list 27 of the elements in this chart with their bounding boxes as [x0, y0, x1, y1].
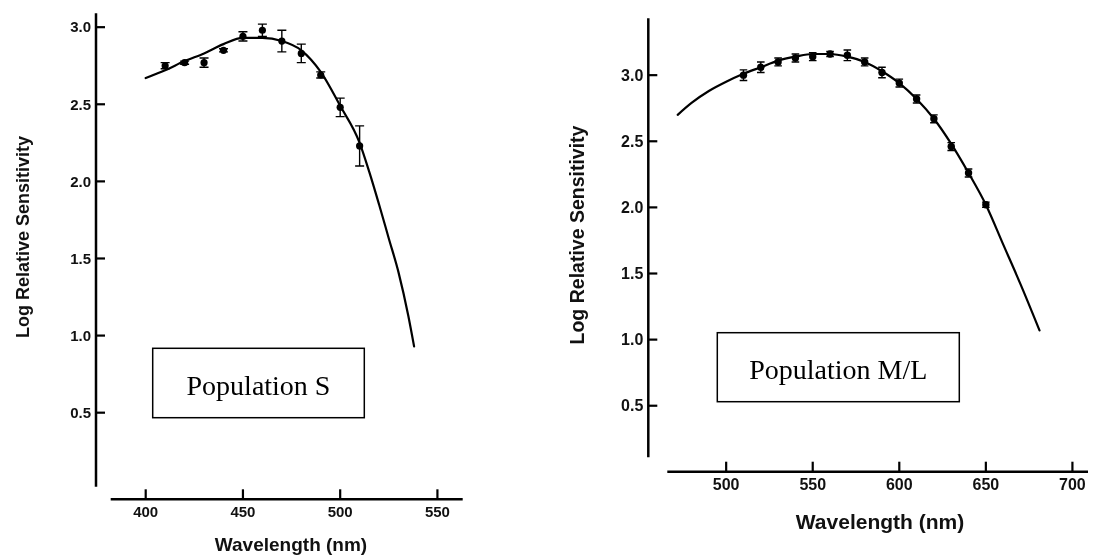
x-tick-label: 550 [424, 503, 450, 521]
annotation: Population M/L [749, 354, 928, 386]
x-axis-title: Wavelength (nm) [795, 510, 965, 533]
x-tick-label: 500 [327, 503, 353, 521]
y-tick-label: 2.5 [70, 95, 91, 113]
x-tick-label: 600 [885, 475, 913, 493]
y-tick-label: 0.5 [70, 403, 91, 421]
y-tick-label: 2.0 [70, 172, 91, 190]
y-tick-label: 1.0 [621, 331, 644, 349]
annotation: Population S [186, 369, 331, 401]
x-tick-label: 650 [972, 475, 1000, 493]
y-axis-title: Log Relative Sensitivity [565, 125, 588, 345]
y-tick-label: 1.0 [70, 326, 91, 344]
x-axis-title: Wavelength (nm) [214, 534, 368, 555]
x-tick-label: 700 [1059, 475, 1086, 493]
y-tick-label: 2.0 [621, 198, 644, 216]
y-axis-title: Log Relative Sensitivity [13, 135, 34, 339]
y-tick-label: 2.5 [621, 132, 644, 150]
y-tick-label: 3.0 [70, 18, 91, 36]
y-tick-label: 1.5 [70, 249, 91, 267]
y-tick-label: 3.0 [621, 66, 644, 84]
x-tick-label: 550 [799, 475, 827, 493]
y-tick-label: 1.5 [621, 265, 644, 283]
x-tick-label: 500 [712, 475, 740, 493]
y-tick-label: 0.5 [621, 397, 644, 415]
x-tick-label: 450 [230, 503, 256, 521]
x-tick-label: 400 [133, 503, 159, 521]
